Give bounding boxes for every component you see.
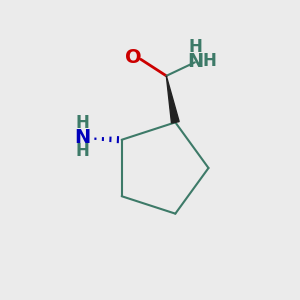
Text: N: N [74,128,91,147]
Polygon shape [166,76,179,123]
Text: H: H [189,38,203,56]
Text: H: H [76,142,90,160]
Text: N: N [188,52,204,71]
Text: O: O [125,48,142,67]
Text: H: H [203,52,217,70]
Text: H: H [76,114,90,132]
